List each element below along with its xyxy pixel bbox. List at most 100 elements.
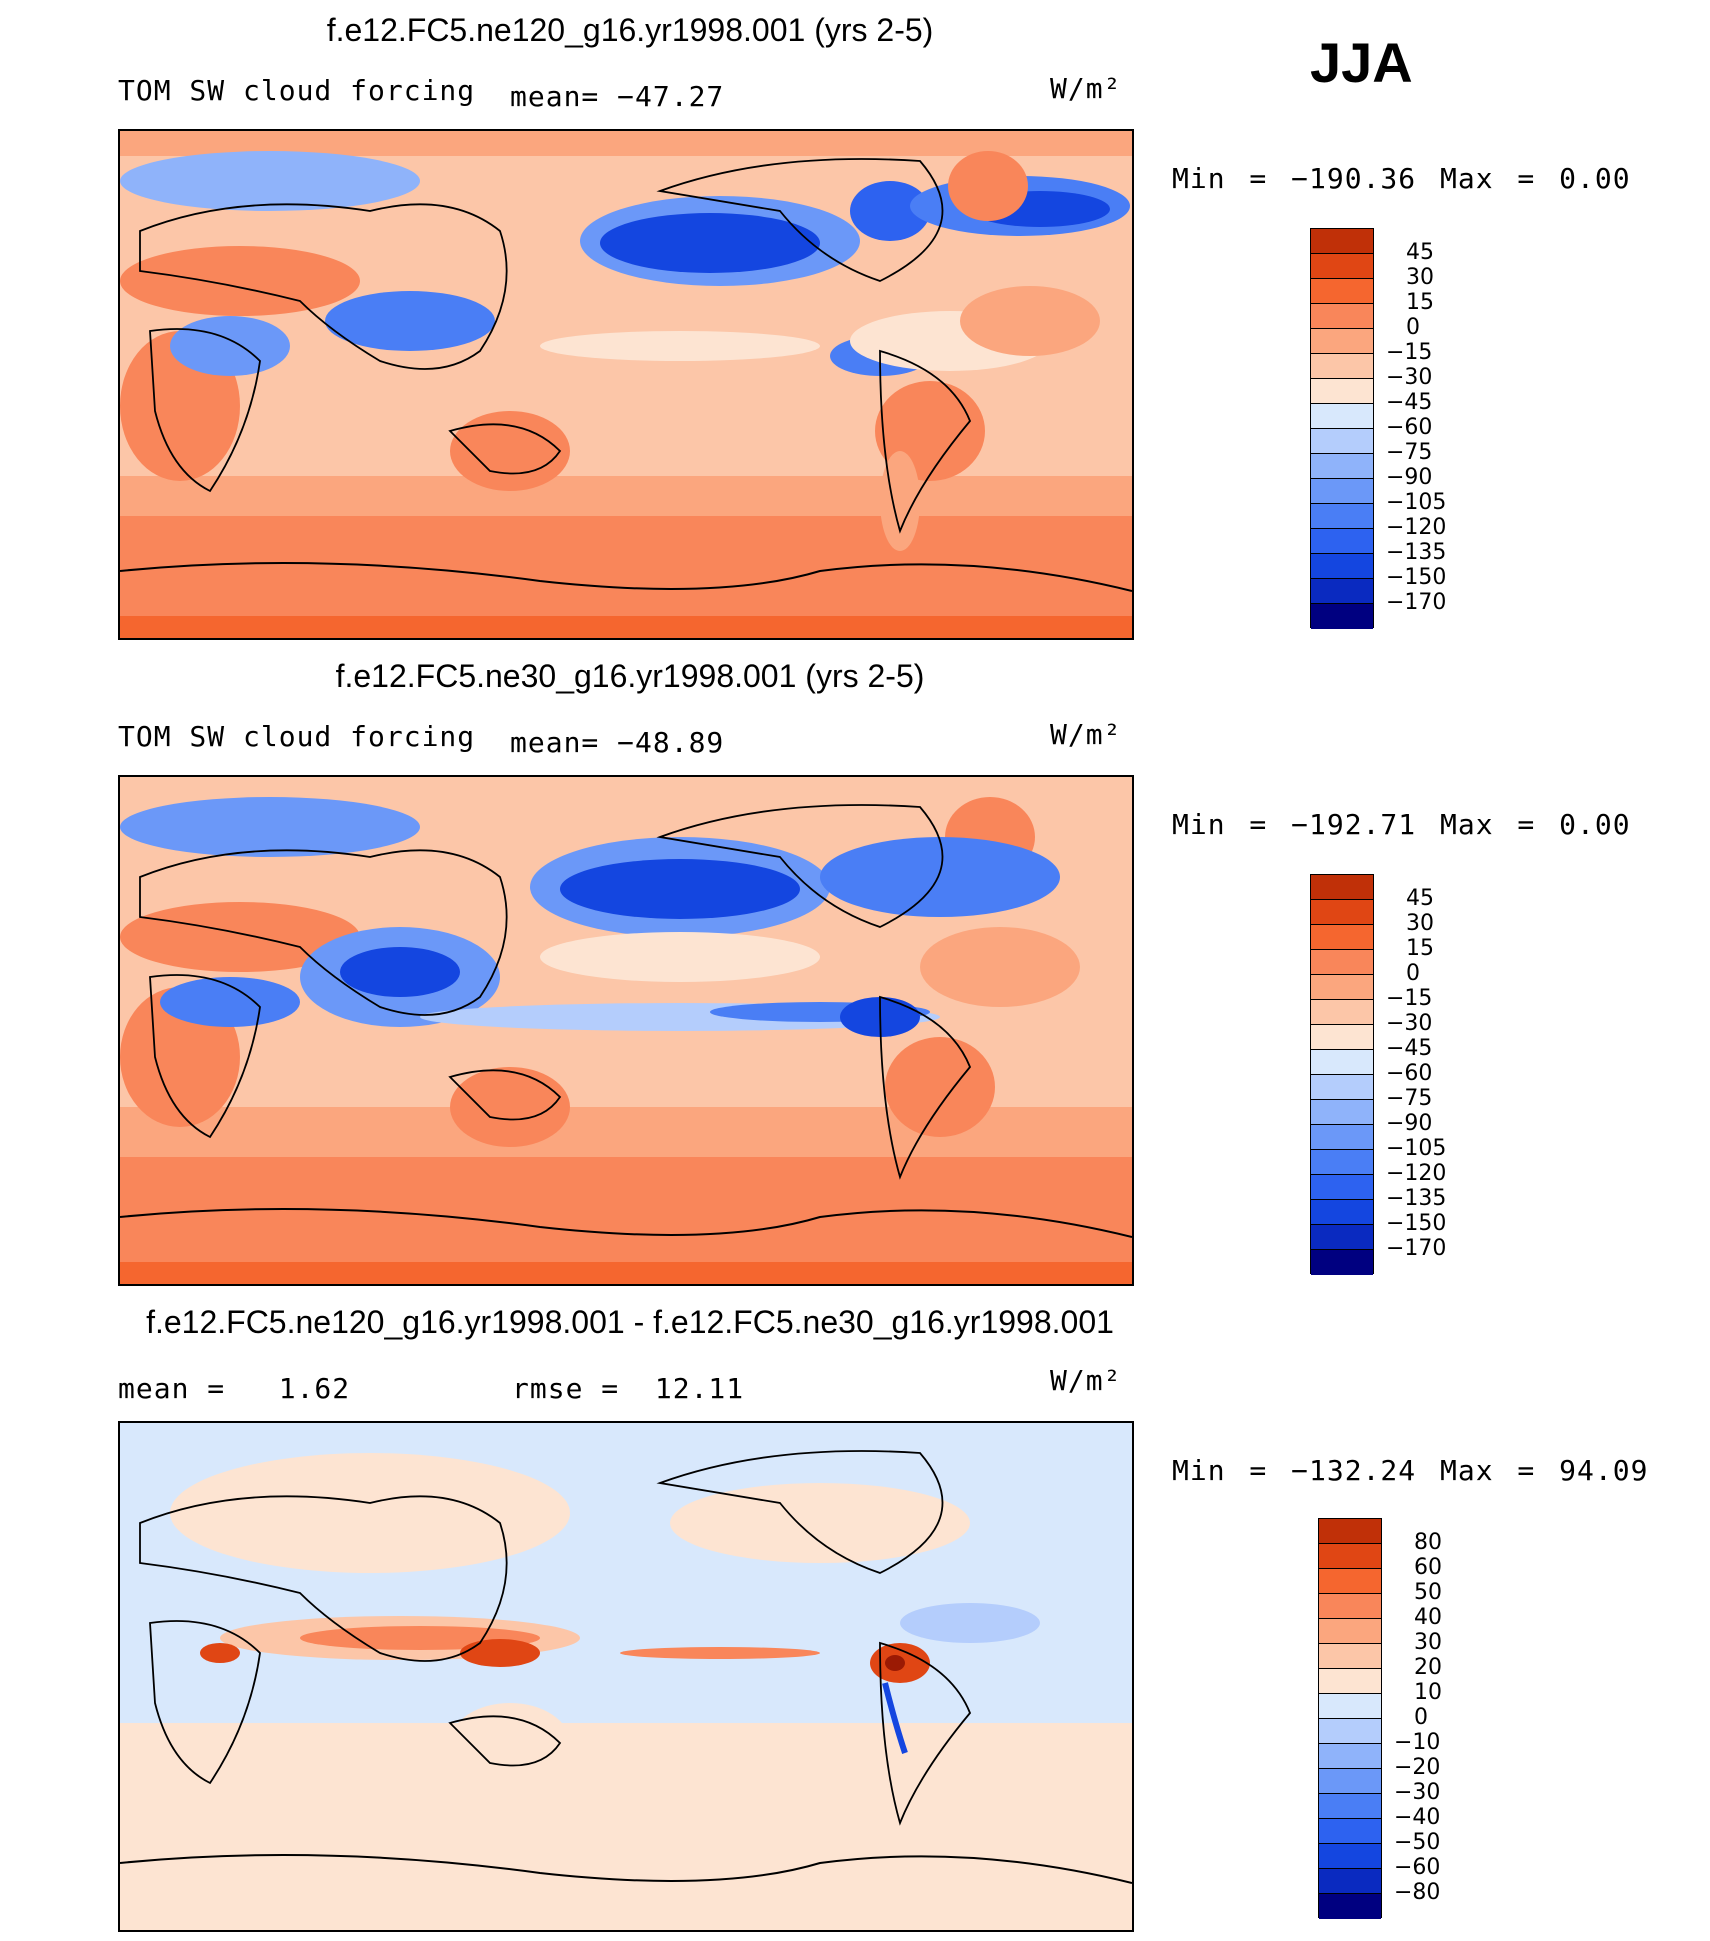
colorbar-segment: [1311, 254, 1373, 279]
colorbar-segment: [1311, 279, 1373, 304]
panel3-map: [118, 1421, 1134, 1932]
colorbar-segment: [1311, 950, 1373, 975]
colorbar-tick-label: −80: [1394, 1880, 1441, 1905]
colorbar-segment: [1311, 1150, 1373, 1175]
colorbar-tick-label: −105: [1386, 490, 1447, 515]
colorbar-tick-label: 0: [1406, 961, 1420, 986]
colorbar-tick-label: −40: [1394, 1805, 1441, 1830]
colorbar-segment: [1311, 1075, 1373, 1100]
colorbar-tick-label: −60: [1386, 415, 1433, 440]
colorbar-segment: [1319, 1644, 1381, 1669]
panel3-mean: mean = 1.62: [118, 1372, 351, 1405]
colorbar-tick-label: 40: [1414, 1605, 1442, 1630]
colorbar-segment: [1311, 1250, 1373, 1275]
panel2-colorbar: [1310, 874, 1374, 1275]
colorbar-tick-label: −170: [1386, 590, 1447, 615]
colorbar-segment: [1319, 1619, 1381, 1644]
colorbar-segment: [1311, 304, 1373, 329]
colorbar-segment: [1319, 1819, 1381, 1844]
colorbar-segment: [1319, 1794, 1381, 1819]
colorbar-segment: [1319, 1869, 1381, 1894]
colorbar-segment: [1311, 429, 1373, 454]
colorbar-tick-label: −150: [1386, 565, 1447, 590]
panel2-subtitle: TOM SW cloud forcing: [118, 720, 476, 753]
colorbar-tick-label: −90: [1386, 1111, 1433, 1136]
colorbar-tick-label: 20: [1414, 1655, 1442, 1680]
panel3-rmse: rmse = 12.11: [512, 1372, 745, 1405]
colorbar-tick-label: 0: [1414, 1705, 1428, 1730]
colorbar-segment: [1319, 1544, 1381, 1569]
colorbar-tick-label: −60: [1386, 1061, 1433, 1086]
colorbar-segment: [1311, 454, 1373, 479]
colorbar-segment: [1311, 479, 1373, 504]
colorbar-tick-label: −135: [1386, 540, 1447, 565]
colorbar-tick-label: −50: [1394, 1830, 1441, 1855]
panel1-units: W/m²: [1050, 72, 1122, 105]
colorbar-tick-label: −10: [1394, 1730, 1441, 1755]
colorbar-segment: [1311, 554, 1373, 579]
panel3-minmax: Min = −132.24 Max = 94.09: [1172, 1454, 1649, 1487]
season-label: JJA: [1310, 31, 1413, 94]
colorbar-tick-label: −30: [1394, 1780, 1441, 1805]
colorbar-segment: [1311, 354, 1373, 379]
colorbar-segment: [1311, 875, 1373, 900]
colorbar-tick-label: 30: [1406, 911, 1434, 936]
colorbar-segment: [1311, 900, 1373, 925]
colorbar-segment: [1311, 975, 1373, 1000]
colorbar-segment: [1319, 1844, 1381, 1869]
colorbar-segment: [1319, 1519, 1381, 1544]
colorbar-segment: [1311, 579, 1373, 604]
panel1-mean: mean= −47.27: [510, 80, 725, 113]
colorbar-segment: [1319, 1694, 1381, 1719]
colorbar-segment: [1311, 1025, 1373, 1050]
colorbar-tick-label: 60: [1414, 1555, 1442, 1580]
colorbar-tick-label: −90: [1386, 465, 1433, 490]
colorbar-tick-label: 15: [1406, 290, 1434, 315]
colorbar-tick-label: 0: [1406, 315, 1420, 340]
colorbar-tick-label: −60: [1394, 1855, 1441, 1880]
colorbar-tick-label: 10: [1414, 1680, 1442, 1705]
colorbar-segment: [1311, 1200, 1373, 1225]
panel3-units: W/m²: [1050, 1364, 1122, 1397]
colorbar-tick-label: −170: [1386, 1236, 1447, 1261]
colorbar-segment: [1319, 1569, 1381, 1594]
colorbar-tick-label: −20: [1394, 1755, 1441, 1780]
panel1-title: f.e12.FC5.ne120_g16.yr1998.001 (yrs 2-5): [326, 12, 934, 48]
colorbar-tick-label: −120: [1386, 515, 1447, 540]
colorbar-segment: [1319, 1669, 1381, 1694]
colorbar-tick-label: −30: [1386, 365, 1433, 390]
colorbar-tick-label: −45: [1386, 1036, 1433, 1061]
colorbar-segment: [1311, 529, 1373, 554]
colorbar-tick-label: −150: [1386, 1211, 1447, 1236]
panel3-title: f.e12.FC5.ne120_g16.yr1998.001 - f.e12.F…: [146, 1304, 1114, 1340]
panel1-colorbar: [1310, 228, 1374, 629]
colorbar-segment: [1311, 1000, 1373, 1025]
colorbar-segment: [1319, 1894, 1381, 1919]
colorbar-tick-label: −75: [1386, 1086, 1433, 1111]
panel3-colorbar: [1318, 1518, 1382, 1919]
panel2-mean: mean= −48.89: [510, 726, 725, 759]
colorbar-segment: [1311, 379, 1373, 404]
panel1-subtitle: TOM SW cloud forcing: [118, 74, 476, 107]
colorbar-tick-label: −75: [1386, 440, 1433, 465]
colorbar-segment: [1311, 229, 1373, 254]
panel2-units: W/m²: [1050, 718, 1122, 751]
colorbar-segment: [1311, 329, 1373, 354]
colorbar-tick-label: −15: [1386, 986, 1433, 1011]
colorbar-segment: [1311, 1100, 1373, 1125]
colorbar-tick-label: 45: [1406, 886, 1434, 911]
colorbar-tick-label: −105: [1386, 1136, 1447, 1161]
colorbar-tick-label: 45: [1406, 240, 1434, 265]
colorbar-tick-label: −30: [1386, 1011, 1433, 1036]
colorbar-segment: [1311, 1225, 1373, 1250]
colorbar-segment: [1319, 1744, 1381, 1769]
colorbar-tick-label: 30: [1406, 265, 1434, 290]
colorbar-tick-label: −120: [1386, 1161, 1447, 1186]
colorbar-segment: [1311, 604, 1373, 629]
colorbar-tick-label: −135: [1386, 1186, 1447, 1211]
panel1-minmax: Min = −190.36 Max = 0.00: [1172, 162, 1631, 195]
colorbar-segment: [1311, 1125, 1373, 1150]
panel2-minmax: Min = −192.71 Max = 0.00: [1172, 808, 1631, 841]
panel1-map: [118, 129, 1134, 640]
colorbar-tick-label: 30: [1414, 1630, 1442, 1655]
